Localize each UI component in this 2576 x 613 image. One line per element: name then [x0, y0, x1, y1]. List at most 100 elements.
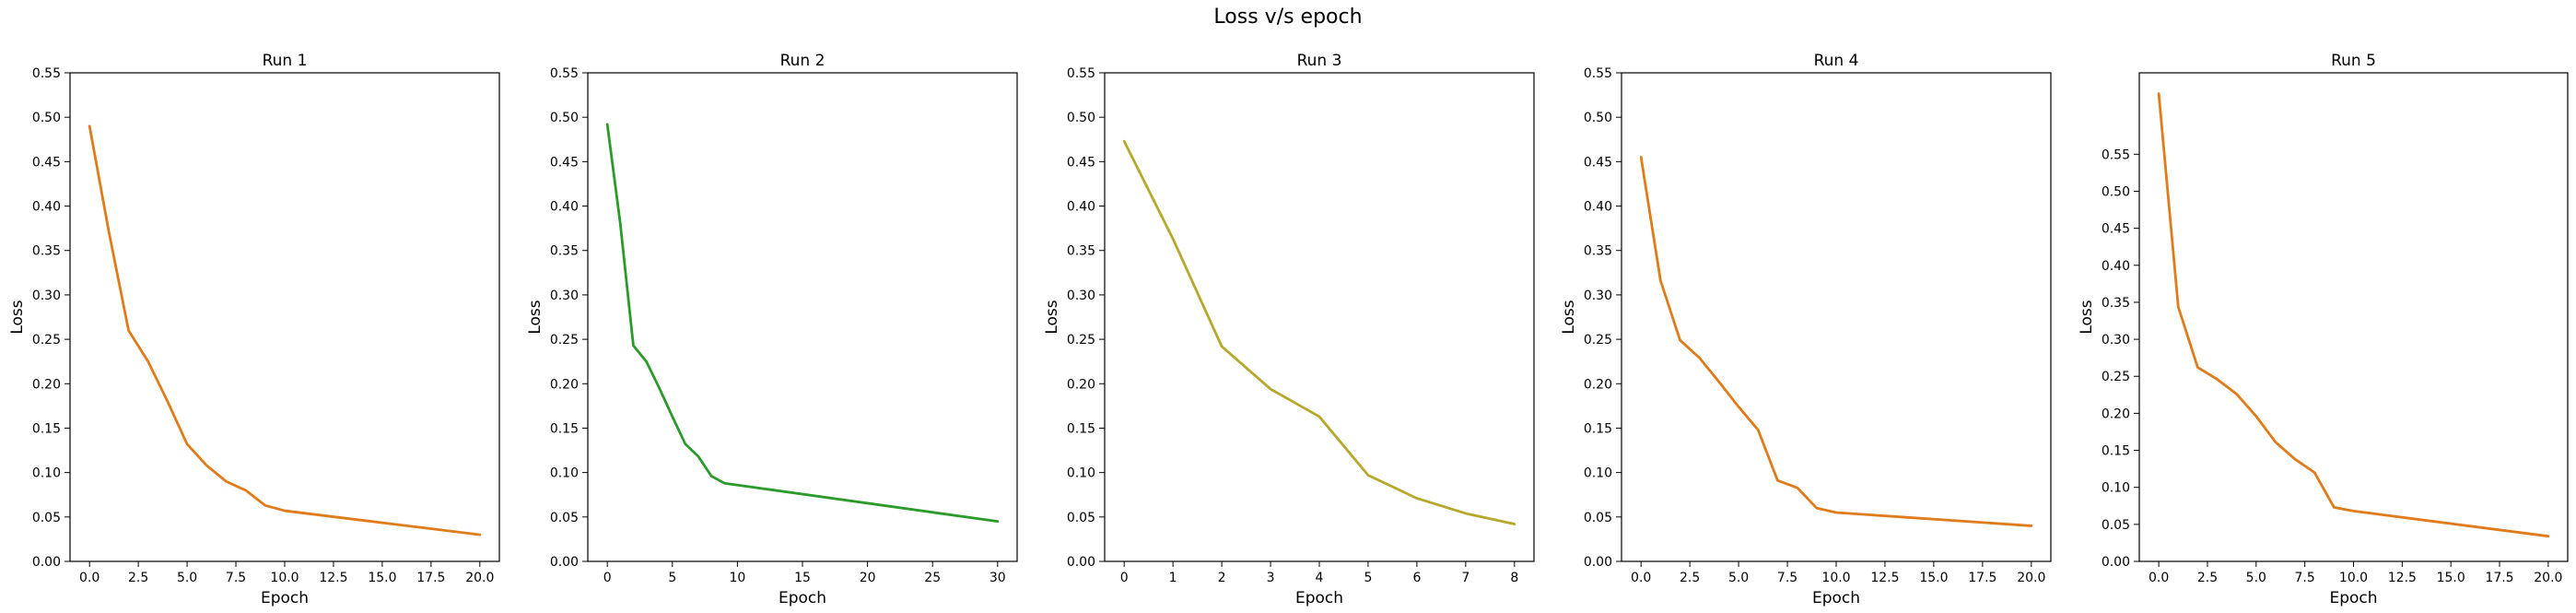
y-tick-label: 0.55 [2102, 147, 2130, 162]
x-tick-label: 15.0 [368, 571, 396, 585]
y-tick-label: 0.30 [1584, 289, 1612, 303]
data-point [1270, 388, 1271, 390]
data-point [1367, 474, 1369, 477]
y-tick-label: 0.15 [550, 421, 579, 436]
data-point [1835, 512, 1837, 513]
y-tick-label: 0.45 [2102, 222, 2130, 237]
y-tick-label: 0.40 [32, 200, 61, 215]
x-tick-label: 10.0 [270, 571, 299, 585]
data-point [2158, 92, 2160, 95]
y-tick-label: 0.50 [1067, 111, 1095, 125]
x-tick-label: 17.5 [1968, 571, 1996, 585]
x-tick-label: 20.0 [2017, 571, 2045, 585]
data-point [127, 329, 130, 332]
y-tick-label: 0.35 [2102, 296, 2130, 311]
data-point [697, 455, 699, 458]
x-tick-label: 4 [1316, 571, 1324, 585]
x-tick-label: 10 [729, 571, 745, 585]
data-point [658, 387, 661, 389]
y-tick-label: 0.25 [2102, 370, 2130, 384]
data-point [1221, 346, 1223, 348]
y-tick-label: 0.10 [1067, 466, 1095, 481]
data-point [645, 360, 648, 362]
x-tick-label: 30 [989, 571, 1006, 585]
y-tick-label: 0.15 [1067, 421, 1095, 436]
data-point [619, 223, 622, 225]
subplot-run-5: Run 5 0.0 2.5 5.0 7.5 10.0 12.5 15.0 17.5 20.0 0.0… [2078, 52, 2569, 607]
data-point [2196, 366, 2199, 369]
loss-line [1122, 139, 1516, 525]
y-tick-label: 0.40 [1067, 200, 1095, 215]
data-point [244, 489, 247, 491]
y-tick-label: 0.40 [1584, 200, 1612, 215]
y-tick-label: 0.45 [32, 155, 61, 170]
data-point [1816, 507, 1818, 509]
x-tick-label: 0.0 [1631, 571, 1651, 585]
y-axis-label: Loss [1043, 300, 1061, 334]
y-tick-label: 0.20 [2102, 407, 2130, 421]
subplot-title: Run 1 [263, 52, 308, 70]
data-point [2313, 471, 2316, 474]
y-axis-label: Loss [2078, 300, 2096, 334]
y-tick-label: 0.10 [2102, 481, 2130, 496]
data-point [2177, 305, 2180, 308]
x-tick-label: 2.5 [2197, 571, 2218, 585]
subplot-title: Run 5 [2331, 52, 2376, 70]
data-point [2333, 506, 2336, 509]
y-tick-label: 0.25 [1067, 333, 1095, 348]
y-tick-label: 0.35 [32, 244, 61, 259]
x-tick-label: 3 [1267, 571, 1275, 585]
data-point [1698, 357, 1701, 360]
loss-line [2157, 92, 2550, 538]
subplot-title: Run 3 [1297, 52, 1342, 70]
x-tick-label: 2.5 [128, 571, 148, 585]
axes-frame [587, 72, 1018, 562]
y-tick-label: 0.55 [1067, 66, 1095, 81]
x-axis-label: Epoch [1812, 589, 1860, 607]
x-tick-label: 15.0 [1919, 571, 1948, 585]
y-tick-label: 0.30 [2102, 333, 2130, 348]
data-point [1757, 429, 1760, 431]
axes-frame [2138, 72, 2569, 562]
data-point [1172, 238, 1174, 241]
y-tick-label: 0.40 [550, 200, 579, 215]
x-tick-label: 10.0 [2339, 571, 2368, 585]
y-tick-label: 0.20 [32, 377, 61, 392]
x-tick-label: 5.0 [177, 571, 197, 585]
data-point [1796, 487, 1798, 489]
data-point [205, 465, 208, 466]
data-point [1416, 497, 1418, 500]
y-tick-label: 0.05 [1067, 511, 1095, 525]
subplot-run-4: Run 4 0.0 2.5 5.0 7.5 10.0 12.5 15.0 17.5 20.0 0.0… [1560, 52, 2052, 607]
x-tick-label: 17.5 [2485, 571, 2513, 585]
data-point [108, 231, 111, 234]
axes-frame [1621, 72, 2052, 562]
x-axis-label: Epoch [261, 589, 309, 607]
x-tick-label: 1 [1169, 571, 1177, 585]
data-point [2352, 510, 2355, 513]
x-tick-label: 0 [603, 571, 612, 585]
y-tick-label: 0.00 [1584, 555, 1612, 570]
data-point [632, 345, 635, 347]
data-point [2031, 525, 2032, 527]
data-point [88, 125, 90, 127]
y-tick-label: 0.10 [32, 466, 61, 481]
data-point [2275, 441, 2277, 443]
x-tick-label: 20.0 [465, 571, 494, 585]
y-tick-label: 0.20 [1067, 377, 1095, 392]
data-point [1514, 523, 1516, 525]
y-tick-label: 0.00 [32, 555, 61, 570]
data-point [997, 520, 999, 523]
subplot-run-1: Run 1 0.0 2.5 5.0 7.5 10.0 12.5 15.0 17.5 20.0 0.0… [8, 52, 500, 607]
y-tick-label: 0.10 [550, 466, 579, 481]
loss-line [605, 123, 1000, 524]
x-tick-label: 2 [1218, 571, 1226, 585]
y-tick-label: 0.55 [32, 66, 61, 81]
x-axis-label: Epoch [779, 589, 826, 607]
x-tick-label: 5 [668, 571, 676, 585]
y-tick-label: 0.45 [1584, 155, 1612, 170]
data-point [1123, 140, 1125, 142]
data-point [186, 443, 188, 445]
x-tick-label: 6 [1412, 571, 1421, 585]
